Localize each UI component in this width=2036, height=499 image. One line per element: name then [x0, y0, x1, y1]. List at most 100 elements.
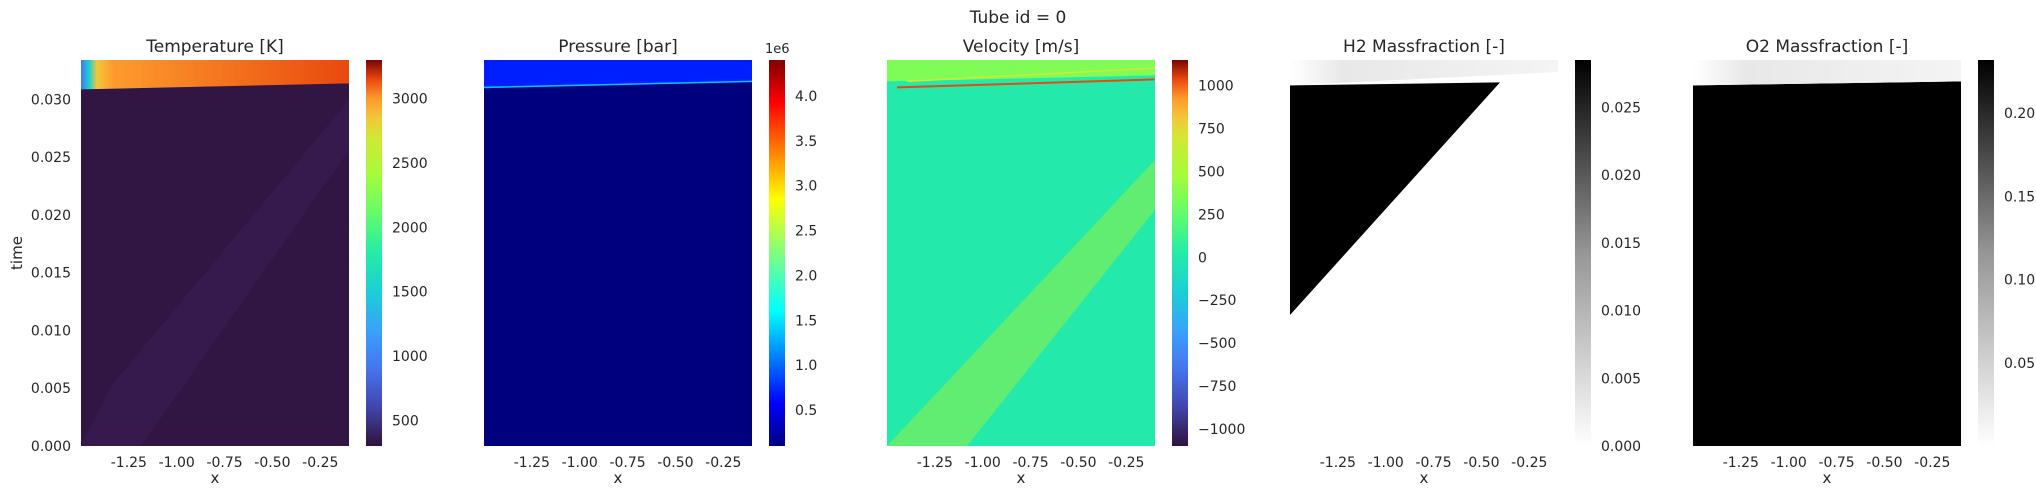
x-tick-label: -1.00 [562, 455, 598, 471]
panel-1: Temperature [K] -1.25 -1.00 -0.75 -0.50 -0.25… [8, 37, 428, 487]
x-tick-label: -0.25 [1914, 455, 1950, 471]
heatmap-velocity-edge [896, 78, 1155, 89]
colorbar-tick-label: 0.10 [2004, 273, 2035, 289]
y-tick-label: 0.030 [31, 92, 71, 108]
colorbar-tick-label: −500 [1198, 336, 1236, 352]
panel-title: Velocity [m/s] [963, 37, 1080, 57]
x-tick-label: -1.25 [111, 455, 147, 471]
colorbar-tick-label: −1000 [1198, 422, 1245, 438]
x-tick-label: -0.50 [1060, 455, 1096, 471]
x-tick-label: -0.75 [1818, 455, 1854, 471]
y-axis-label: time [8, 236, 26, 270]
y-tick-label: 0.015 [31, 266, 71, 282]
panel-title: O2 Massfraction [-] [1746, 37, 1909, 57]
panel-4: H2 Massfraction [-] -1.25 -1.00 -0.75 -0.50-… [1290, 37, 1641, 487]
heatmap-3 [887, 60, 1155, 446]
heatmap-hot-front [81, 60, 349, 90]
x-tick-label: -1.25 [1320, 455, 1356, 471]
heatmap-velocity-front [887, 60, 1155, 82]
colorbar-tick-label: 1000 [392, 349, 428, 365]
colorbar-tick-label: −250 [1198, 293, 1236, 309]
heatmap-field [484, 60, 752, 446]
heatmap-pressure-edge [484, 80, 752, 89]
x-tick-label: -1.00 [965, 455, 1001, 471]
x-tick-label: -1.00 [1771, 455, 1807, 471]
colorbar-tick-label: 750 [1198, 122, 1225, 138]
panel-2: Pressure [bar] -1.25 -1.00 -0.75 -0.50 -0.25 x… [484, 37, 817, 487]
colorbar-tick-label: 3.5 [795, 134, 817, 150]
x-tick-label: -0.50 [1866, 455, 1902, 471]
x-tick-label: -0.50 [1463, 455, 1499, 471]
x-tick-label: -0.25 [705, 455, 741, 471]
colorbar-tick-label: 0.020 [1601, 168, 1641, 184]
colorbar [769, 60, 785, 446]
heatmap-velocity-wave [906, 67, 1155, 83]
x-tick-label: -0.75 [1012, 455, 1048, 471]
y-tick-label: 0.005 [31, 381, 71, 397]
colorbar-tick-label: 500 [1198, 165, 1225, 181]
colorbar-tick-label: 1500 [392, 285, 428, 301]
heatmap-wave-band [81, 100, 349, 446]
x-tick-label: -1.25 [917, 455, 953, 471]
colorbar [1575, 60, 1591, 446]
colorbar-tick-label: 2.0 [795, 268, 817, 284]
colorbar-tick-label: 1000 [1198, 79, 1234, 95]
colorbar-tick-label: 0.20 [2004, 106, 2035, 122]
colorbar-tick-label: 0 [1198, 250, 1207, 266]
y-tick-label: 0.010 [31, 323, 71, 339]
heatmap-wave-band [887, 160, 1155, 446]
panel-title: H2 Massfraction [-] [1343, 37, 1505, 57]
colorbar-tick-label: 0.000 [1601, 439, 1641, 455]
x-tick-label: -0.50 [657, 455, 693, 471]
heatmap-5 [1693, 60, 1961, 446]
x-tick-label: -0.75 [609, 455, 645, 471]
x-axis-label: x [1017, 469, 1026, 487]
colorbar [366, 60, 382, 446]
x-tick-label: -0.25 [1511, 455, 1547, 471]
colorbar-tick-label: 2.5 [795, 224, 817, 240]
y-tick-label: 0.025 [31, 150, 71, 166]
panel-5: O2 Massfraction [-] -1.25 -1.00 -0.75 -0.50-… [1693, 37, 2035, 487]
heatmap-2 [484, 60, 752, 446]
heatmap-1 [81, 60, 349, 446]
colorbar-tick-label: 1.0 [795, 358, 817, 374]
x-tick-label: -0.25 [1108, 455, 1144, 471]
heatmap-h2-region [1290, 82, 1500, 316]
heatmap-4 [1290, 60, 1558, 316]
y-tick-label: 0.000 [31, 439, 71, 455]
colorbar-tick-label: 0.15 [2004, 189, 2035, 205]
colorbar-tick-label: 250 [1198, 207, 1225, 223]
x-axis-label: x [211, 469, 220, 487]
heatmap-pressure-front [484, 60, 752, 89]
colorbar-tick-label: 500 [392, 413, 419, 429]
x-tick-label: -1.00 [159, 455, 195, 471]
colorbar-tick-label: 1.5 [795, 313, 817, 329]
colorbar-tick-label: 0.015 [1601, 236, 1641, 252]
heatmap-h2-cap [1290, 60, 1558, 86]
colorbar-tick-label: 4.0 [795, 89, 817, 105]
figure-title: Tube id = 0 [969, 8, 1067, 28]
colorbar [1978, 60, 1994, 446]
heatmap-o2-region [1693, 81, 1961, 446]
x-axis-label: x [614, 469, 623, 487]
x-tick-label: -0.75 [206, 455, 242, 471]
colorbar-tick-label: 3.0 [795, 179, 817, 195]
x-tick-label: -1.25 [514, 455, 550, 471]
x-tick-label: -0.25 [302, 455, 338, 471]
y-tick-label: 0.020 [31, 208, 71, 224]
panel-3: Velocity [m/s] -1.25 -1.00 -0.75 -0.50 -0.25 x… [887, 37, 1245, 487]
colorbar-tick-label: 0.005 [1601, 371, 1641, 387]
colorbar-tick-label: 0.5 [795, 403, 817, 419]
x-tick-label: -1.00 [1368, 455, 1404, 471]
x-tick-label: -1.25 [1723, 455, 1759, 471]
panel-title: Temperature [K] [145, 37, 284, 57]
heatmap-o2-cap [1693, 60, 1961, 86]
x-tick-label: -0.75 [1415, 455, 1451, 471]
colorbar-tick-label: 0.010 [1601, 304, 1641, 320]
colorbar-tick-label: 0.025 [1601, 100, 1641, 116]
colorbar [1172, 60, 1188, 446]
panel-title: Pressure [bar] [558, 37, 677, 57]
x-axis-label: x [1823, 469, 1832, 487]
colorbar-tick-label: 2000 [392, 220, 428, 236]
